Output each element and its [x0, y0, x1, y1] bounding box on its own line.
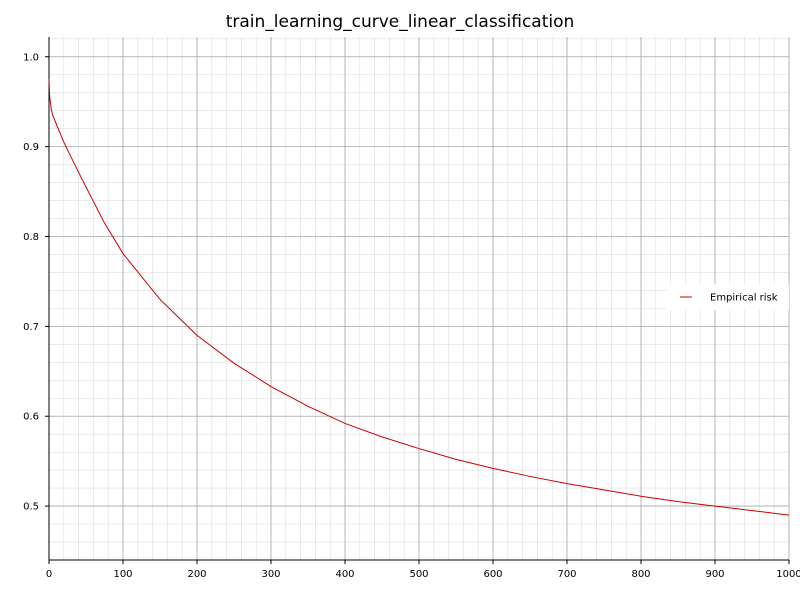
y-axis-ticks: 0.5 0.6 0.7 0.8 0.9 1.0	[23, 52, 49, 513]
x-axis-ticks: 0 100 200 300 400 500 600 700 800 900 1000	[46, 560, 800, 580]
x-tick-label: 500	[409, 569, 428, 580]
y-tick-label: 0.7	[23, 322, 39, 333]
x-tick-label: 1000	[776, 569, 800, 580]
x-tick-label: 900	[705, 569, 724, 580]
series-line-empirical-risk	[48, 79, 790, 516]
x-tick-label: 600	[483, 569, 502, 580]
x-tick-label: 300	[261, 569, 280, 580]
x-tick-label: 200	[187, 569, 206, 580]
y-tick-label: 1.0	[23, 52, 39, 63]
x-tick-label: 800	[631, 569, 650, 580]
y-tick-label: 0.6	[23, 412, 39, 423]
x-tick-label: 700	[557, 569, 576, 580]
y-tick-label: 0.9	[23, 142, 39, 153]
y-tick-label: 0.8	[23, 232, 39, 243]
x-tick-label: 0	[46, 569, 52, 580]
legend-label: Empirical risk	[710, 293, 778, 304]
series-layer	[48, 79, 790, 516]
legend: Empirical risk	[667, 284, 789, 310]
chart-title: train_learning_curve_linear_classificati…	[225, 12, 575, 32]
y-tick-label: 0.5	[23, 502, 39, 513]
x-tick-label: 100	[113, 569, 132, 580]
x-tick-label: 400	[335, 569, 354, 580]
